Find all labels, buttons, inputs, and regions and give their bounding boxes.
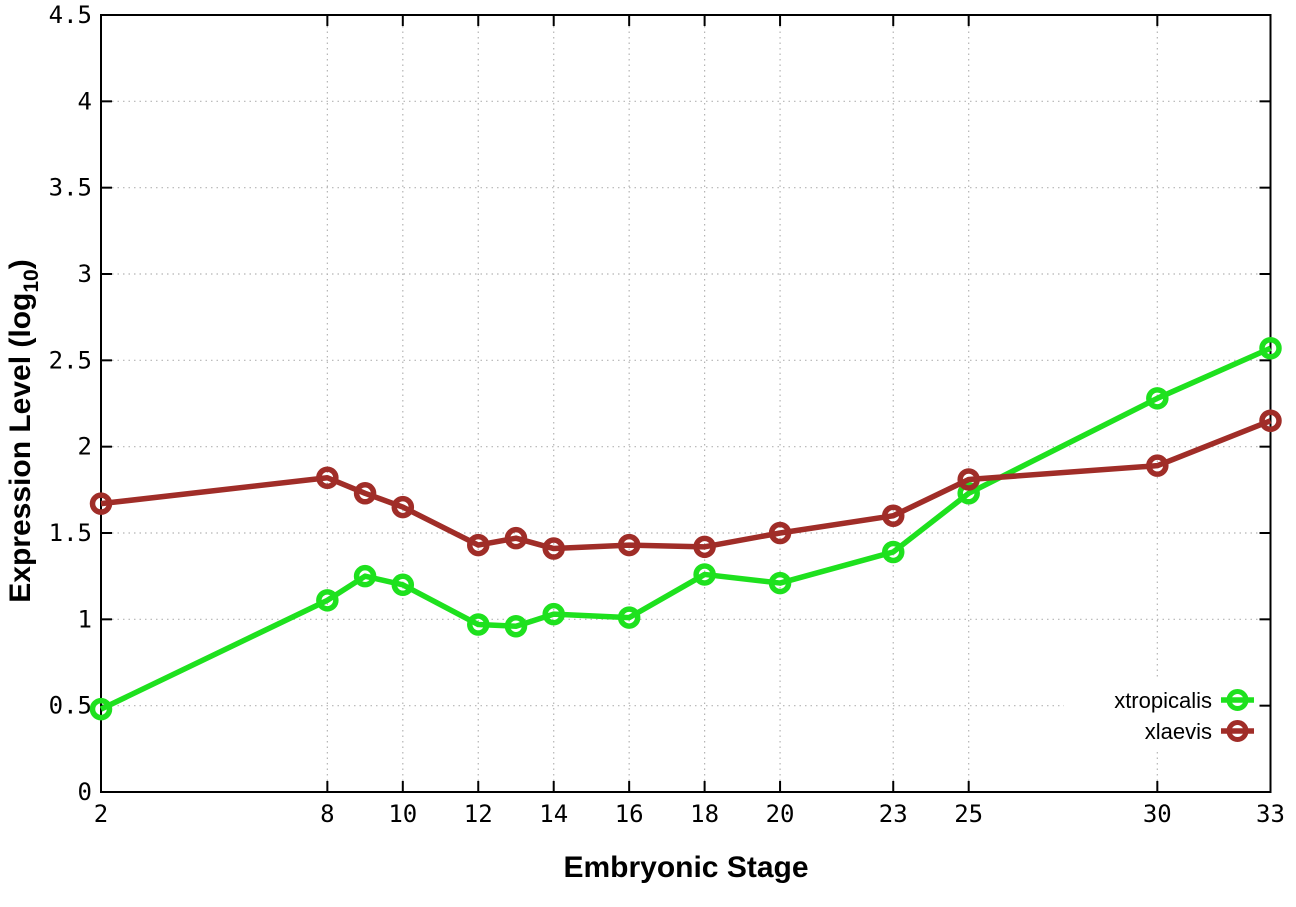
- series-xtropicalis-marker: [542, 602, 565, 626]
- series-xlaevis-marker: [542, 537, 565, 560]
- x-tick-label: 8: [320, 800, 334, 828]
- y-tick-label: 4: [78, 87, 92, 115]
- series-xlaevis-marker: [1259, 409, 1282, 433]
- legend-label-xtropicalis: xtropicalis: [1114, 688, 1212, 713]
- x-tick-label: 10: [388, 800, 417, 828]
- grid-layer: [100, 15, 1272, 792]
- series-xtropicalis-marker: [467, 613, 490, 636]
- series-xlaevis-marker: [768, 521, 792, 545]
- series-xtropicalis-marker: [1146, 387, 1169, 410]
- series-xlaevis-marker: [391, 495, 415, 519]
- y-axis-label-close: ): [4, 259, 37, 269]
- y-tick-label: 1.5: [49, 519, 92, 547]
- y-tick-label: 0: [78, 778, 92, 806]
- y-tick-label: 1: [78, 605, 92, 633]
- y-tick-label: 3.5: [49, 174, 92, 202]
- series-xlaevis-line: [100, 418, 1272, 552]
- series-xtropicalis-marker: [89, 697, 113, 721]
- series-xtropicalis-marker: [391, 573, 415, 597]
- series-xtropicalis-line: [99, 345, 1272, 712]
- y-tick-label: 2.5: [49, 346, 92, 374]
- x-tick-label: 12: [464, 800, 493, 828]
- x-tick-label: 33: [1256, 800, 1285, 828]
- x-tick-label: 20: [766, 800, 795, 828]
- x-tick-label: 23: [879, 800, 908, 828]
- series-xlaevis-marker: [316, 466, 339, 489]
- series-xlaevis-marker: [1146, 454, 1169, 477]
- series-xtropicalis-marker: [353, 564, 377, 588]
- series-xlaevis-marker: [353, 482, 377, 505]
- series-xtropicalis-marker: [504, 614, 528, 638]
- series-xtropicalis-marker: [617, 606, 641, 629]
- series-xlaevis-marker: [504, 526, 528, 550]
- x-tick-label: 16: [615, 800, 644, 828]
- series-xtropicalis-marker: [881, 540, 905, 564]
- legend-background-layer: [1064, 680, 1260, 748]
- y-tick-label: 0.5: [49, 692, 92, 720]
- x-tick-label: 30: [1143, 800, 1172, 828]
- y-axis-label-text: Expression Level (log: [4, 293, 37, 603]
- legend-background: [1064, 680, 1260, 748]
- x-tick-label: 14: [539, 800, 568, 828]
- legend-marker-xlaevis: [1226, 720, 1249, 742]
- series-layer: [89, 336, 1282, 721]
- y-tick-label: 3: [78, 260, 92, 288]
- x-tick-label: 2: [94, 800, 108, 828]
- x-tick-label: 18: [690, 800, 719, 828]
- legend-marker-xtropicalis: [1226, 689, 1249, 711]
- y-axis-label: Expression Level (log10): [4, 259, 43, 602]
- series-xlaevis-marker: [693, 535, 716, 559]
- series-xtropicalis-marker: [957, 482, 980, 505]
- axis-layer: 2 8 10 12 14 16 18 20 23 25 30 33 0 0.5 1 1.5 2 2.5 3 3.5 4 4…: [49, 1, 1285, 828]
- y-tick-label: 2: [78, 433, 92, 461]
- x-tick-label: 25: [954, 800, 983, 828]
- series-xtropicalis-marker: [768, 571, 792, 595]
- series-xlaevis-marker: [467, 533, 490, 557]
- series-xlaevis-marker: [957, 468, 980, 491]
- y-tick-label: 4.5: [49, 1, 92, 29]
- series-xlaevis-marker: [617, 533, 641, 557]
- series-xtropicalis-marker: [316, 589, 339, 612]
- series-xtropicalis-marker: [1259, 336, 1282, 360]
- y-axis-label-subscript: 10: [20, 269, 43, 292]
- series-xtropicalis-marker: [693, 563, 716, 586]
- plot-border: [100, 14, 1272, 793]
- legend-label-xlaevis: xlaevis: [1145, 719, 1212, 744]
- x-axis-label: Embryonic Stage: [563, 851, 808, 884]
- series-xlaevis-marker: [89, 492, 113, 515]
- series-xlaevis-marker: [881, 504, 905, 527]
- legend: xtropicalis xlaevis: [1114, 688, 1254, 744]
